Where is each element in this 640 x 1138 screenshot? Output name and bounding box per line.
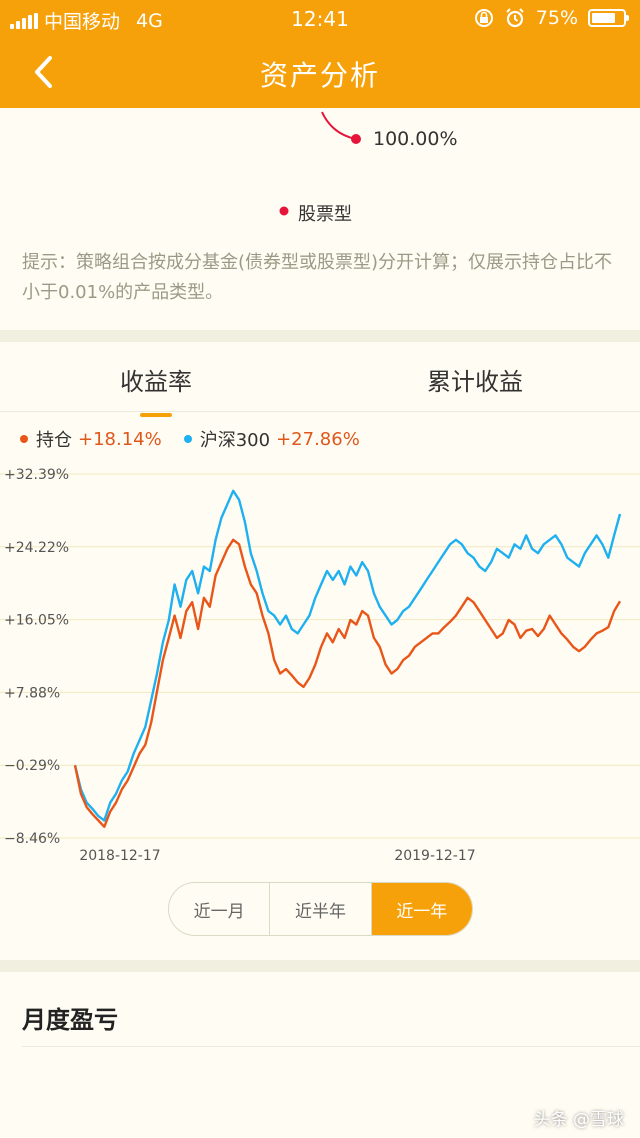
index-value: +27.86% — [276, 428, 360, 450]
y-tick-label: −8.46% — [4, 831, 60, 847]
index-dot — [183, 435, 192, 443]
back-arrow-icon[interactable] — [26, 52, 66, 92]
tab-bar: 收益率 累计收益 — [0, 342, 640, 417]
hold-value: +18.14% — [78, 428, 162, 450]
index-label: 沪深300 — [199, 430, 271, 451]
range-6-months[interactable]: 近半年 — [270, 883, 372, 935]
y-tick-label: +24.22% — [4, 540, 69, 556]
y-tick-label: −0.29% — [4, 758, 60, 774]
network-type: 4G — [136, 9, 163, 32]
series-line-index — [73, 489, 622, 822]
return-card: 收益率 累计收益 持仓 +18.14% 沪深300 +27.86% +32.39… — [0, 342, 640, 960]
watermark: 头条 @雪球 — [533, 1110, 624, 1130]
hold-label: 持仓 — [36, 430, 72, 451]
monthly-section: 月度盈亏 头条 @雪球 — [0, 972, 640, 1138]
monthly-title: 月度盈亏 — [22, 1006, 118, 1034]
tab-cumulative-return[interactable]: 累计收益 — [427, 368, 523, 396]
y-tick-label: +7.88% — [4, 685, 60, 701]
signal-icon — [10, 12, 38, 29]
series-line-hold — [73, 538, 622, 828]
tab-return-rate[interactable]: 收益率 — [120, 362, 192, 417]
status-bar: 中国移动 4G 12:41 75% — [0, 0, 640, 38]
range-1-month[interactable]: 近一月 — [169, 883, 271, 935]
range-selector: 近一月 近半年 近一年 — [168, 882, 473, 936]
nav-bar: 资产分析 — [0, 38, 640, 108]
allocation-section: 100.00% 股票型 提示：策略组合按成分基金(债券型或股票型)分开计算；仅展… — [0, 108, 640, 330]
section-divider — [0, 330, 640, 342]
clock: 12:41 — [291, 7, 349, 31]
page-title: 资产分析 — [259, 59, 380, 92]
battery-percent: 75% — [535, 7, 578, 29]
allocation-leader-line — [279, 111, 361, 216]
alarm-icon — [506, 8, 524, 28]
chart-legend: 持仓 +18.14% 沪深300 +27.86% — [20, 426, 382, 452]
x-tick-label: 2018-12-17 — [79, 848, 160, 864]
y-tick-label: +32.39% — [4, 467, 69, 483]
x-tick-label: 2019-12-17 — [394, 848, 475, 864]
hint-text: 提示：策略组合按成分基金(债券型或股票型)分开计算；仅展示持仓占比不小于0.01… — [22, 252, 613, 303]
orientation-lock-icon — [474, 9, 493, 27]
section-divider — [0, 960, 640, 972]
allocation-legend-label: 股票型 — [298, 204, 352, 225]
allocation-value: 100.00% — [373, 128, 458, 150]
carrier-name: 中国移动 — [44, 11, 121, 33]
battery-icon — [588, 9, 629, 27]
range-1-year[interactable]: 近一年 — [371, 883, 472, 935]
divider — [22, 1046, 640, 1047]
y-tick-label: +16.05% — [4, 613, 69, 629]
legend-dot — [279, 206, 289, 216]
hold-dot — [20, 435, 28, 443]
return-chart: +32.39% +24.22% +16.05% +7.88% −0.29% −8.46% 2… — [0, 467, 640, 864]
